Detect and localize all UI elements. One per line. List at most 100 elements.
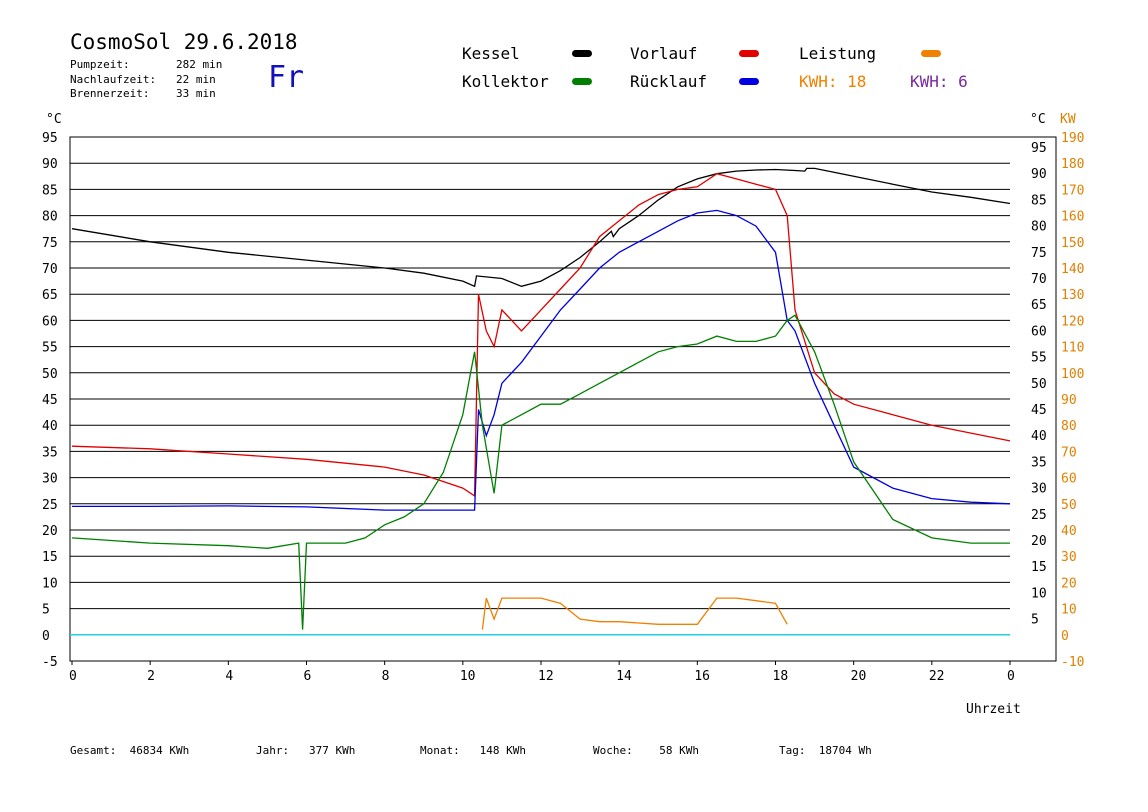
y-tick-label-right-c: 45 [1031,403,1047,418]
y-tick-label-right-kw: 190 [1061,131,1084,146]
y-tick-label-right-c: 30 [1031,482,1047,497]
y-tick-label-left: -5 [42,655,58,670]
y-tick-label-right-kw: 130 [1061,288,1084,303]
y-tick-label-right-c: 10 [1031,586,1047,601]
x-tick-label: 6 [304,669,312,684]
kwh-orange-label: KWH: 18 [799,72,867,91]
x-tick-label: 20 [851,669,867,684]
footer-jahr: Jahr: 377 KWh [256,744,356,757]
y-tick-label-right-kw: 180 [1061,157,1084,172]
y-tick-label-right-c: 60 [1031,324,1047,339]
y-tick-label-right-kw: 150 [1061,236,1084,251]
y-tick-label-left: 10 [42,576,58,591]
legend-swatch-vorlauf [739,50,759,57]
y-tick-label-right-c: 5 [1031,613,1039,628]
kwh-purple-label: KWH: 6 [910,72,968,91]
y-tick-label-right-c: 25 [1031,508,1047,523]
info-label: Pumpzeit: [70,58,130,71]
right-axis-unit-kw: KW [1060,112,1076,127]
y-tick-label-right-kw: -10 [1061,655,1084,670]
footer-tag: Tag: 18704 Wh [779,744,872,757]
info-value: 33 min [176,87,216,100]
y-tick-label-right-kw: 30 [1061,550,1077,565]
y-tick-label-right-c: 65 [1031,298,1047,313]
y-tick-label-right-c: 90 [1031,167,1047,182]
y-tick-label-right-c: 70 [1031,272,1047,287]
info-value: 22 min [176,72,216,86]
x-tick-label: 4 [225,669,233,684]
x-tick-label: 12 [538,669,554,684]
y-tick-label-right-kw: 10 [1061,603,1077,618]
y-tick-label-left: 90 [42,157,58,172]
y-tick-label-left: 55 [42,341,58,356]
y-tick-label-right-kw: 80 [1061,419,1077,434]
x-tick-label: 10 [460,669,476,684]
y-tick-label-right-c: 80 [1031,220,1047,235]
y-tick-label-right-kw: 70 [1061,445,1077,460]
y-tick-label-right-c: 35 [1031,455,1047,470]
y-tick-label-left: 50 [42,367,58,382]
series-line-vorlauf [71,172,1011,498]
y-tick-label-left: 0 [42,629,50,644]
y-tick-label-right-kw: 160 [1061,210,1084,225]
x-tick-label: 18 [773,669,789,684]
x-tick-label: 14 [616,669,632,684]
y-tick-label-left: 30 [42,472,58,487]
y-tick-label-left: 15 [42,550,58,565]
y-tick-label-right-kw: 0 [1061,629,1069,644]
footer-monat: Monat: 148 KWh [420,744,526,757]
left-axis-unit: °C [46,112,62,127]
y-tick-label-left: 60 [42,314,58,329]
day-label: Fr [268,60,305,95]
footer-gesamt: Gesamt: 46834 KWh [70,744,190,757]
x-tick-label: 16 [694,669,710,684]
y-tick-label-right-c: 55 [1031,351,1047,366]
y-tick-label-left: 25 [42,498,58,513]
info-value: 282 min [176,58,223,71]
y-tick-label-left: 85 [42,183,58,198]
y-tick-label-left: 95 [42,131,58,146]
series-line-leistung [481,597,788,630]
legend-label-kessel: Kessel [462,44,520,63]
x-tick-label: 8 [382,669,390,684]
series-line-rücklauf [72,209,1011,511]
y-tick-label-right-kw: 60 [1061,472,1077,487]
right-axis-unit-c: °C [1030,112,1046,127]
x-tick-label: 22 [929,669,945,684]
y-tick-label-left: 65 [42,288,58,303]
x-tick-label: 0 [1007,669,1015,684]
y-tick-label-right-kw: 100 [1061,367,1084,382]
y-tick-label-right-kw: 90 [1061,393,1077,408]
y-tick-label-right-kw: 50 [1061,498,1077,513]
x-tick-label: 0 [69,669,77,684]
y-tick-label-left: 70 [42,262,58,277]
y-tick-label-right-c: 15 [1031,560,1047,575]
y-tick-label-left: 20 [42,524,58,539]
y-tick-label-right-kw: 140 [1061,262,1084,277]
y-tick-label-right-c: 20 [1031,534,1047,549]
y-tick-label-left: 40 [42,419,58,434]
y-tick-label-right-c: 75 [1031,246,1047,261]
legend-label-leistung: Leistung [799,44,877,63]
legend-label-ruecklauf: Rücklauf [630,72,708,91]
chart-title: CosmoSol 29.6.2018 [70,30,298,54]
y-tick-label-right-c: 40 [1031,429,1047,444]
legend-swatch-ruecklauf [739,78,759,85]
footer-woche: Woche: 58 KWh [593,744,699,757]
y-tick-label-right-kw: 170 [1061,183,1084,198]
legend-swatch-kollektor [572,78,592,85]
series-line-kollektor [71,314,1010,630]
y-tick-label-left: 35 [42,445,58,460]
y-tick-label-left: 75 [42,236,58,251]
y-tick-label-left: 45 [42,393,58,408]
info-label: Nachlaufzeit: [70,72,157,86]
y-tick-label-right-kw: 40 [1061,524,1077,539]
y-tick-label-right-kw: 20 [1061,576,1077,591]
y-tick-label-right-kw: 120 [1061,314,1084,329]
series-line-kessel [71,167,1011,288]
legend-label-kollektor: Kollektor [462,72,549,91]
legend-label-vorlauf: Vorlauf [630,44,698,63]
y-tick-label-right-c: 50 [1031,377,1047,392]
y-tick-label-left: 5 [42,603,50,618]
